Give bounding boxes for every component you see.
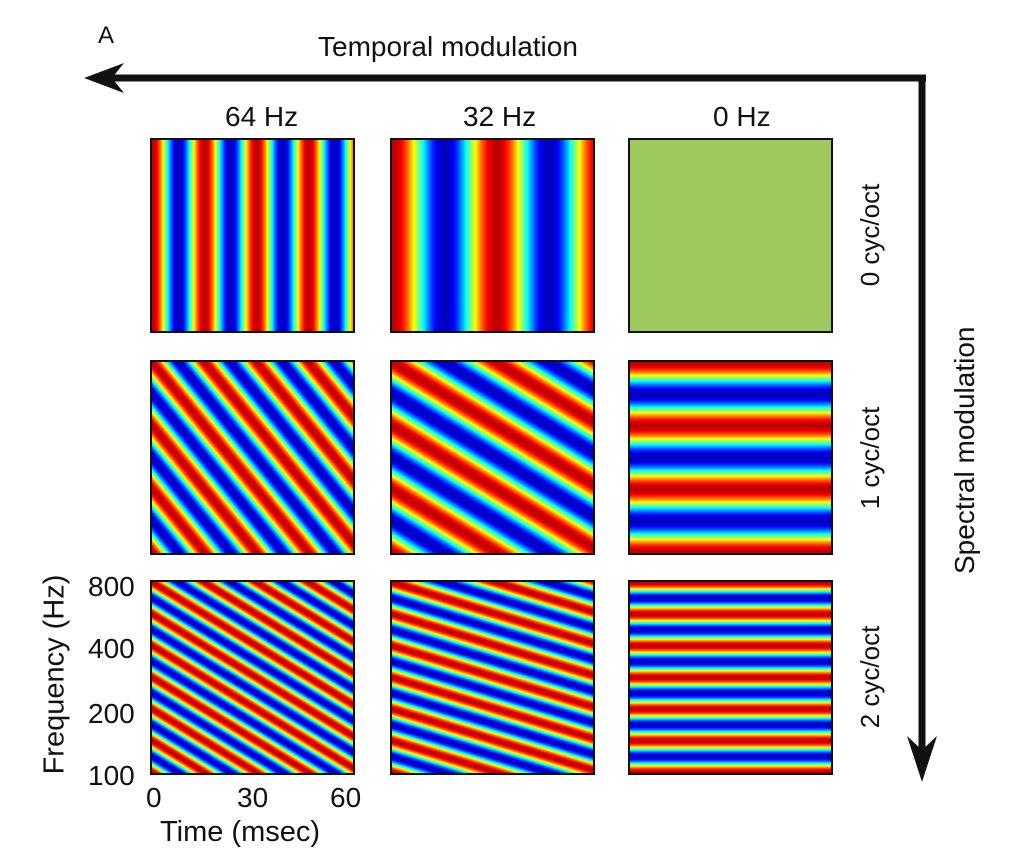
panel-r1-c1 <box>390 360 595 555</box>
panel-r0-c1 <box>390 138 595 333</box>
spectrogram-r1-c1 <box>392 362 593 553</box>
panel-r0-c2 <box>628 138 833 333</box>
spectral-arrow-head <box>907 736 937 782</box>
spectrogram-r2-c1 <box>392 582 593 773</box>
x-tick-30: 30 <box>237 782 269 813</box>
spectrogram-r0-c2 <box>630 140 831 331</box>
y-tick-800: 800 <box>88 571 135 602</box>
panel-r2-c1 <box>390 580 595 775</box>
y-tick-200: 200 <box>88 698 135 729</box>
y-tick-400: 400 <box>88 633 135 664</box>
x-tick-60: 60 <box>330 782 362 813</box>
spectral-axis-label: Spectral modulation <box>949 326 980 574</box>
spectrogram-r0-c1 <box>392 140 593 331</box>
row-label-2: 2 cyc/oct <box>855 625 885 729</box>
y-axis-label: Frequency (Hz) <box>38 574 71 775</box>
col-label-0: 64 Hz <box>225 101 299 132</box>
x-axis-label: Time (msec) <box>160 816 321 848</box>
panel-r2-c0 <box>150 580 355 775</box>
spectrogram-r1-c0 <box>152 362 353 553</box>
panel-r1-c0 <box>150 360 355 555</box>
col-label-1: 32 Hz <box>463 101 537 132</box>
spectrogram-r2-c2 <box>630 582 831 773</box>
spectrogram-r1-c2 <box>630 362 831 553</box>
temporal-axis-label: Temporal modulation <box>318 31 578 62</box>
temporal-arrow-head <box>84 63 124 93</box>
panel-r2-c2 <box>628 580 833 775</box>
spectrogram-r2-c0 <box>152 582 353 773</box>
panel-r1-c2 <box>628 360 833 555</box>
x-tick-0: 0 <box>146 782 162 813</box>
row-label-0: 0 cyc/oct <box>855 183 885 287</box>
y-tick-100: 100 <box>88 760 135 791</box>
panel-letter: A <box>98 22 115 49</box>
row-label-1: 1 cyc/oct <box>855 406 885 510</box>
spectrogram-r0-c0 <box>152 140 353 331</box>
panel-r0-c0 <box>150 138 355 333</box>
col-label-2: 0 Hz <box>713 101 771 132</box>
